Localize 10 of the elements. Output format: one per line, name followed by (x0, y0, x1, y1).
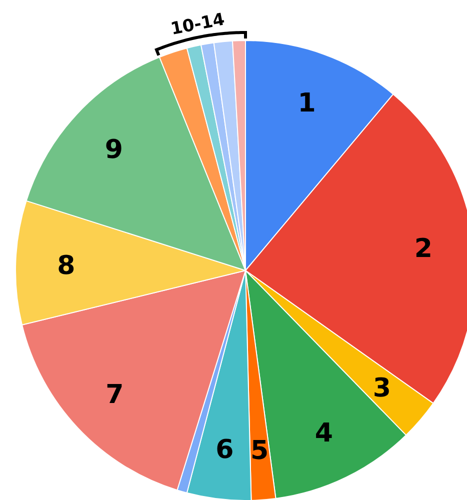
slice-label: 6 (216, 435, 234, 466)
slice-label: 7 (106, 380, 124, 410)
slice-label: 2 (414, 234, 432, 264)
slice-label: 9 (104, 135, 123, 166)
slice-label: 5 (250, 436, 269, 466)
slice-label: 8 (57, 250, 76, 281)
slice-label: 1 (298, 88, 316, 118)
text: 10-14 (169, 10, 227, 40)
slice-label: 4 (314, 418, 333, 448)
slice-label: 3 (372, 374, 391, 404)
